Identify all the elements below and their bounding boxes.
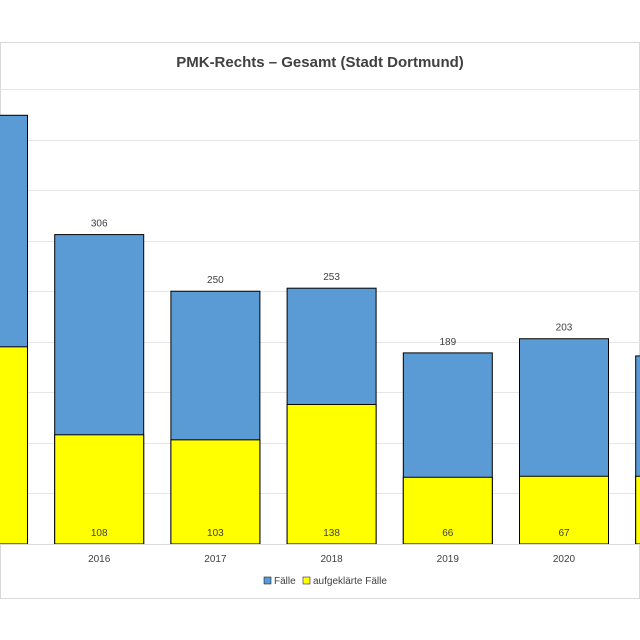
- data-label-faelle: 189: [439, 337, 456, 348]
- legend-swatch-aufgeklaerte-faelle: [302, 576, 311, 585]
- data-label-faelle: 253: [323, 272, 340, 283]
- data-label-aufgeklaerte-faelle: 108: [91, 528, 108, 539]
- x-tick-label: 2019: [437, 554, 460, 565]
- bar-aufgeklaerte-faelle: [170, 439, 261, 545]
- data-label-faelle: 250: [207, 275, 224, 286]
- data-label-faelle: 203: [556, 323, 573, 334]
- data-label-aufgeklaerte-faelle: 66: [442, 528, 454, 539]
- data-label-aufgeklaerte-faelle: 103: [207, 528, 224, 539]
- bar-aufgeklaerte-faelle: [519, 475, 609, 545]
- x-tick-label: 2016: [88, 554, 111, 565]
- x-axis-ticks: 2016 2017 2018 2019 2020: [88, 554, 575, 565]
- bars: [0, 114, 640, 545]
- bar-aufgeklaerte-faelle: [0, 346, 28, 545]
- bar-aufgeklaerte-faelle: [286, 403, 377, 545]
- chart-title: PMK-Rechts – Gesamt (Stadt Dortmund): [176, 54, 464, 71]
- bar-aufgeklaerte-faelle: [54, 434, 145, 545]
- data-label-faelle: 306: [91, 219, 108, 230]
- data-label-aufgeklaerte-faelle: 138: [323, 528, 340, 539]
- legend: Fälle aufgeklärte Fälle: [263, 576, 387, 587]
- legend-label-faelle: Fälle: [274, 576, 296, 587]
- x-tick-label: 2018: [320, 554, 343, 565]
- x-tick-label: 2020: [553, 554, 576, 565]
- data-label-aufgeklaerte-faelle: 67: [558, 528, 570, 539]
- bar-aufgeklaerte-faelle: [402, 476, 493, 545]
- data-labels: 306 250 253 189 203 108 103 138 66 67: [91, 219, 573, 539]
- x-tick-label: 2017: [204, 554, 227, 565]
- legend-swatch-faelle: [263, 576, 272, 585]
- bar-aufgeklaerte-faelle: [635, 475, 640, 545]
- bar-faelle: [635, 355, 640, 545]
- legend-label-aufgeklaerte-faelle: aufgeklärte Fälle: [313, 576, 387, 587]
